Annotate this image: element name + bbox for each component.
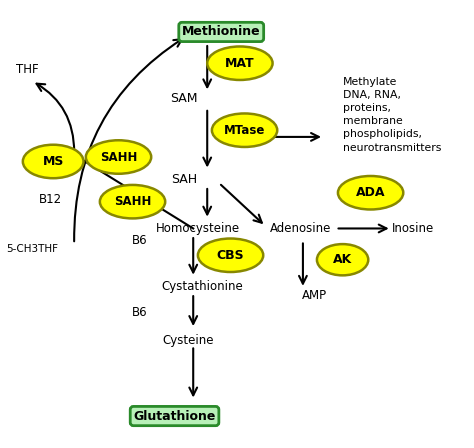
Text: Methionine: Methionine xyxy=(182,26,261,39)
Text: AK: AK xyxy=(333,253,352,266)
Text: MS: MS xyxy=(43,155,64,168)
Ellipse shape xyxy=(338,176,403,210)
Text: B12: B12 xyxy=(39,193,63,206)
Text: Homocysteine: Homocysteine xyxy=(156,222,240,235)
Text: SAH: SAH xyxy=(171,173,197,186)
Text: Inosine: Inosine xyxy=(392,222,434,235)
Text: SAHH: SAHH xyxy=(100,151,137,164)
Text: ADA: ADA xyxy=(356,186,385,199)
Text: Methylate
DNA, RNA,
proteins,
membrane
phospholipids,
neurotransmitters: Methylate DNA, RNA, proteins, membrane p… xyxy=(343,77,441,153)
Text: B6: B6 xyxy=(132,306,147,319)
Text: AMP: AMP xyxy=(302,289,327,302)
Text: THF: THF xyxy=(16,64,39,77)
Ellipse shape xyxy=(23,145,83,178)
Text: B6: B6 xyxy=(132,234,147,247)
Ellipse shape xyxy=(207,47,273,80)
Ellipse shape xyxy=(198,238,263,272)
Text: Cystathionine: Cystathionine xyxy=(162,280,244,293)
Ellipse shape xyxy=(212,113,277,147)
Text: CBS: CBS xyxy=(217,249,245,262)
Ellipse shape xyxy=(317,244,368,276)
Text: SAM: SAM xyxy=(170,92,198,105)
Text: Glutathione: Glutathione xyxy=(133,409,216,422)
Text: MTase: MTase xyxy=(224,124,265,137)
Text: SAHH: SAHH xyxy=(114,195,151,208)
Ellipse shape xyxy=(100,185,165,219)
Text: Adenosine: Adenosine xyxy=(270,222,331,235)
Text: MAT: MAT xyxy=(225,57,255,70)
Text: Cysteine: Cysteine xyxy=(163,334,214,347)
Text: 5-CH3THF: 5-CH3THF xyxy=(6,244,58,254)
Ellipse shape xyxy=(86,140,151,174)
